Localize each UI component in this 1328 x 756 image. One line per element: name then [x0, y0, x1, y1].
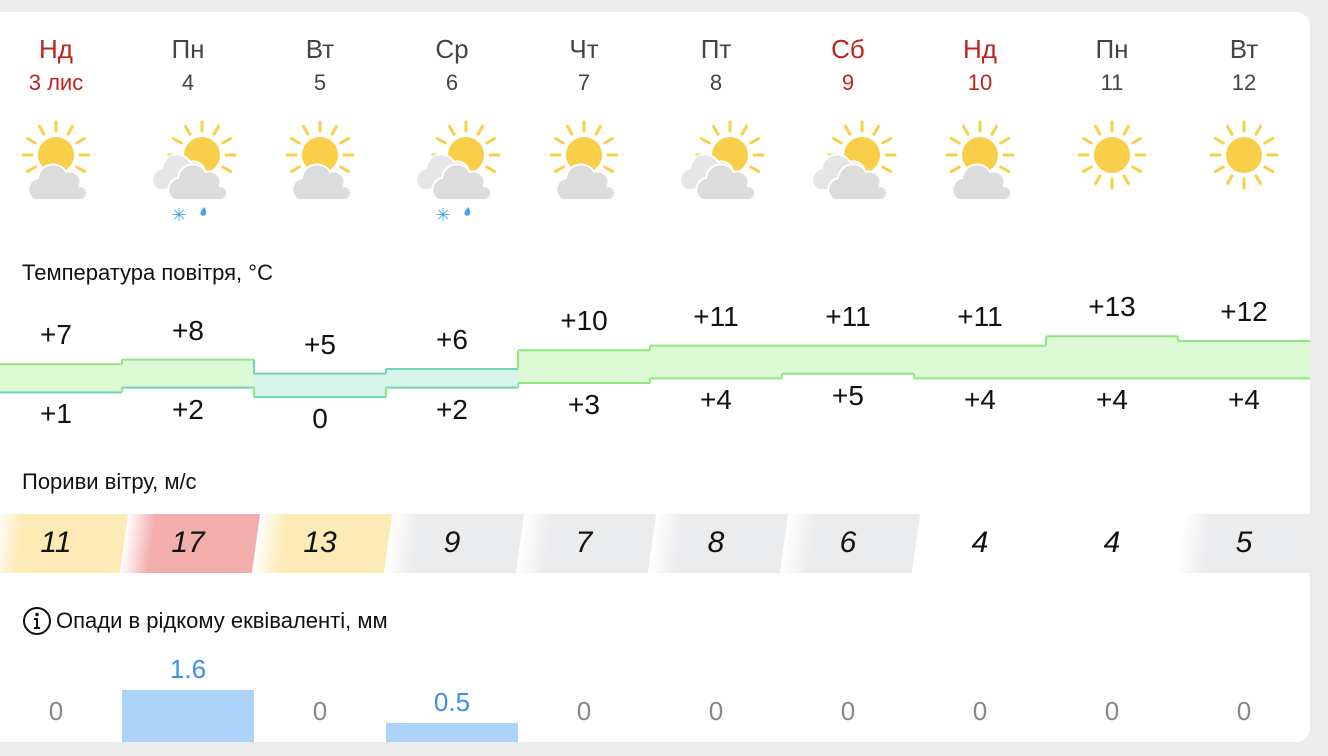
temp-band [518, 350, 650, 383]
day-name: Нд [963, 34, 997, 64]
temp-min: +2 [172, 393, 204, 425]
sun-behind-cloud-icon [254, 115, 386, 215]
temp-min: +4 [700, 384, 732, 416]
temp-band [254, 373, 386, 397]
temp-band [1046, 336, 1178, 379]
temp-max: +8 [172, 314, 204, 346]
temperature-title: Температура повітря, °C [22, 260, 273, 285]
sun-behind-cloud-icon [0, 115, 122, 215]
precip-value: 0 [840, 696, 856, 726]
wind-gust-value: 9 [443, 526, 461, 559]
temp-min: 0 [312, 403, 328, 434]
day-name: Пн [171, 34, 205, 64]
precip-value: 1.6 [169, 654, 207, 684]
day-name: Нд [39, 34, 73, 64]
info-icon[interactable] [22, 606, 52, 636]
precip-value: 0 [576, 696, 592, 726]
temp-max: +12 [1220, 295, 1268, 327]
forecast-card: Температура повітря, °C Пориви вітру, м/… [0, 12, 1310, 742]
day-name: Пн [1095, 34, 1129, 64]
sun-icon [1178, 115, 1310, 215]
wind-gust-value: 17 [171, 526, 205, 559]
day-date: 5 [313, 70, 327, 95]
day-date: 3 лис [28, 70, 84, 95]
day-date: 7 [577, 70, 591, 95]
wind-gust-value: 4 [971, 526, 989, 559]
temp-min: +4 [964, 384, 996, 416]
day-name: Сб [831, 34, 865, 64]
day-name: Пт [700, 34, 732, 64]
day-date: 9 [841, 70, 855, 95]
wind-gust-value: 5 [1235, 526, 1253, 559]
day-date: 8 [709, 70, 723, 95]
temp-band [122, 359, 254, 388]
day-name: Ср [435, 34, 469, 64]
precip-title-text: Опади в рідкому еквіваленті, мм [56, 608, 388, 633]
sun-icon [1046, 115, 1178, 215]
temp-min: +2 [436, 393, 468, 425]
temp-min: +4 [1228, 384, 1260, 416]
precip-value: 0 [708, 696, 724, 726]
temp-band [650, 345, 782, 379]
temp-min: +1 [40, 398, 72, 430]
day-date: 10 [967, 70, 993, 95]
temp-min: +5 [832, 379, 864, 411]
temperature-chart [0, 335, 1310, 398]
wind-gust-value: 13 [303, 526, 337, 559]
temp-max: +5 [304, 328, 336, 360]
temp-max: +7 [40, 319, 72, 351]
precip-bar [122, 690, 254, 742]
sun-behind-clouds-snow-rain-icon: ✳ [122, 115, 254, 225]
temp-max: +11 [957, 300, 1003, 332]
wind-title: Пориви вітру, м/с [22, 469, 197, 494]
temp-max: +11 [693, 300, 739, 332]
temp-max: +13 [1088, 291, 1136, 323]
precip-value: 0.5 [433, 687, 471, 717]
temp-min: +3 [568, 388, 600, 420]
temp-band [386, 368, 518, 388]
day-name: Вт [1229, 34, 1259, 64]
rain-drop-icon [464, 207, 471, 216]
temp-max: +10 [560, 305, 608, 337]
temp-band [914, 345, 1046, 379]
temp-band [782, 345, 914, 374]
snow-icon: ✳ [435, 205, 450, 225]
rain-drop-icon [200, 207, 207, 216]
day-name: Вт [305, 34, 335, 64]
day-date: 4 [181, 70, 195, 95]
sun-behind-cloud-icon [914, 115, 1046, 215]
temp-max: +11 [825, 300, 871, 332]
temp-min: +4 [1096, 384, 1128, 416]
sun-behind-clouds-icon [650, 115, 782, 215]
day-date: 11 [1100, 70, 1124, 95]
precip-bar [386, 723, 518, 742]
precip-value: 0 [972, 696, 988, 726]
sun-behind-clouds-icon [782, 115, 914, 215]
wind-gust-value: 6 [839, 526, 857, 559]
temp-max: +6 [436, 323, 468, 355]
day-date: 6 [445, 70, 459, 95]
wind-gust-value: 11 [40, 526, 72, 559]
sun-behind-cloud-icon [518, 115, 650, 215]
precip-value: 0 [48, 696, 64, 726]
temp-band [1178, 340, 1310, 379]
precip-title: Опади в рідкому еквіваленті, мм [22, 606, 388, 636]
precip-value: 0 [1236, 696, 1252, 726]
wind-gust-value: 8 [707, 526, 725, 559]
day-date: 12 [1231, 70, 1257, 95]
sun-behind-clouds-snow-rain-icon: ✳ [386, 115, 518, 225]
wind-gust-value: 7 [575, 526, 593, 559]
day-name: Чт [569, 34, 599, 64]
precip-value: 0 [1104, 696, 1120, 726]
wind-gust-value: 4 [1103, 526, 1121, 559]
snow-icon: ✳ [171, 205, 186, 225]
precip-value: 0 [312, 696, 328, 726]
temp-band [0, 364, 122, 393]
